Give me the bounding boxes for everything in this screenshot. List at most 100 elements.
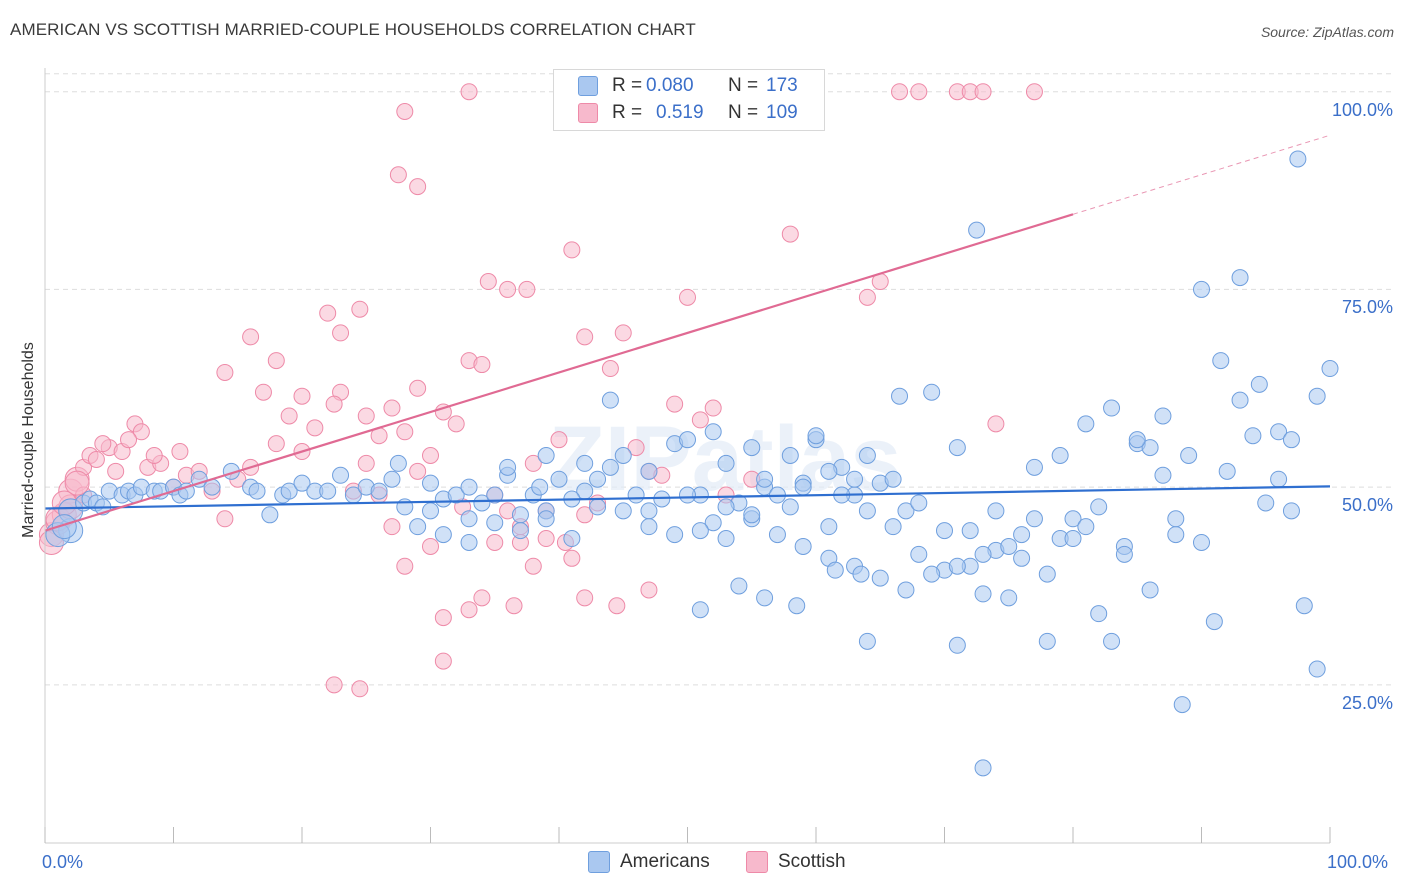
- stats-legend: R = 0.080 N = 173 R = 0.519 N = 109: [553, 69, 825, 131]
- data-point: [325, 395, 343, 413]
- data-point: [601, 360, 619, 378]
- data-point: [936, 522, 953, 540]
- legend-r-value: 0.519: [656, 102, 704, 123]
- data-point: [576, 589, 594, 607]
- data-point: [267, 435, 285, 453]
- data-point: [608, 597, 626, 615]
- data-point: [1038, 632, 1056, 650]
- data-point: [704, 423, 722, 441]
- y-tick-label: 50.0%: [1341, 495, 1393, 516]
- data-point: [923, 565, 941, 583]
- data-point: [1025, 510, 1043, 528]
- data-point: [357, 407, 375, 425]
- data-point: [383, 470, 401, 488]
- data-point: [409, 379, 427, 397]
- data-point: [254, 383, 272, 401]
- chart-title: AMERICAN VS SCOTTISH MARRIED-COUPLE HOUS…: [10, 20, 696, 39]
- data-point: [756, 589, 774, 607]
- data-point: [351, 300, 369, 318]
- data-point: [389, 166, 407, 184]
- data-point: [563, 530, 581, 548]
- data-point: [293, 387, 311, 405]
- data-point: [858, 632, 876, 650]
- y-tick-label: 75.0%: [1341, 297, 1393, 318]
- data-point: [447, 415, 465, 433]
- legend-r-value: 0.080: [646, 75, 694, 96]
- data-point: [1231, 391, 1249, 409]
- data-point: [826, 561, 844, 579]
- data-point: [1244, 427, 1262, 445]
- data-point: [974, 545, 992, 563]
- x-tick-label-max: 100.0%: [1327, 852, 1389, 872]
- data-point: [473, 356, 491, 374]
- data-point: [691, 411, 709, 429]
- scottish-swatch-icon: [578, 103, 598, 123]
- data-point: [679, 431, 696, 449]
- data-point: [499, 458, 517, 476]
- data-point: [640, 462, 658, 480]
- data-point: [1013, 526, 1031, 544]
- trend-lines: [44, 134, 1331, 532]
- data-point: [743, 439, 761, 457]
- data-point: [858, 502, 876, 520]
- legend-item-scottish: Scottish: [746, 851, 846, 873]
- data-point: [332, 324, 350, 342]
- data-point: [216, 363, 234, 381]
- data-point: [94, 435, 112, 453]
- data-point: [107, 462, 125, 480]
- data-point: [1141, 439, 1159, 457]
- data-point: [505, 597, 523, 615]
- data-point: [948, 439, 966, 457]
- data-point: [1077, 518, 1095, 536]
- data-point: [396, 102, 414, 120]
- data-point: [576, 506, 594, 524]
- data-point: [280, 482, 298, 500]
- legend-n-label: N =: [728, 102, 759, 123]
- data-point: [306, 419, 324, 437]
- scottish-swatch-icon: [746, 851, 768, 873]
- x-tick-label-min: 0.0%: [42, 852, 84, 872]
- data-point: [1205, 613, 1223, 631]
- data-point: [319, 482, 337, 500]
- data-point: [974, 759, 992, 777]
- legend-label-scottish: Scottish: [778, 851, 846, 872]
- data-point: [858, 447, 876, 464]
- data-point: [679, 288, 696, 306]
- data-point: [120, 431, 138, 449]
- data-point: [640, 518, 658, 536]
- data-point: [910, 494, 928, 512]
- data-point: [51, 514, 77, 540]
- data-point: [910, 83, 928, 101]
- data-point: [781, 225, 799, 243]
- data-point: [614, 324, 632, 342]
- data-point: [987, 502, 1005, 520]
- data-point: [87, 450, 105, 468]
- data-point: [550, 431, 568, 449]
- data-point: [794, 478, 812, 496]
- legend-r-label: R =: [612, 102, 643, 123]
- data-point: [396, 557, 414, 575]
- gridlines: [45, 73, 1392, 686]
- data-point: [1064, 510, 1082, 528]
- data-point: [974, 83, 992, 101]
- data-point: [807, 427, 825, 445]
- data-point: [563, 241, 581, 259]
- data-point: [460, 510, 478, 528]
- data-point: [1180, 447, 1198, 464]
- data-point: [1090, 498, 1108, 516]
- data-point: [1167, 526, 1185, 544]
- legend-n-value: 173: [766, 75, 798, 96]
- data-point: [1282, 502, 1300, 520]
- data-point: [422, 474, 439, 492]
- data-point: [396, 423, 414, 441]
- data-point: [614, 447, 632, 464]
- data-point: [679, 486, 696, 504]
- data-point: [550, 470, 568, 488]
- data-point: [1270, 470, 1288, 488]
- data-point: [1218, 462, 1236, 480]
- data-point: [640, 581, 658, 599]
- data-point: [293, 474, 311, 492]
- data-point: [1051, 447, 1069, 464]
- data-point: [871, 569, 889, 587]
- data-point: [537, 530, 555, 548]
